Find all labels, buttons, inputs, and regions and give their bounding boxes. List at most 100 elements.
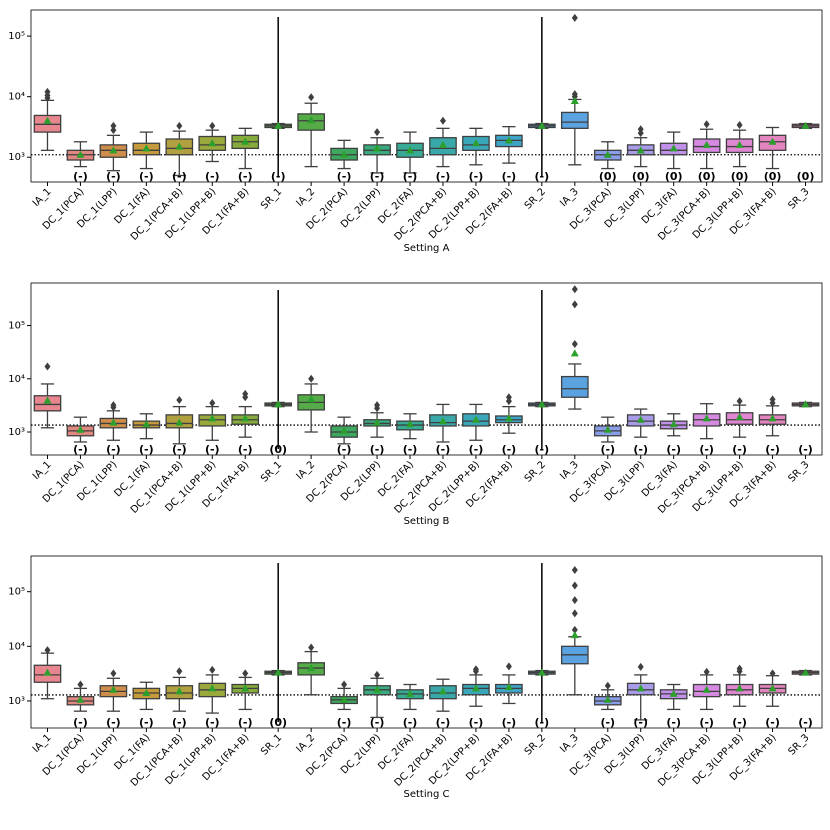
annotation: (-) — [600, 716, 615, 729]
mean-marker — [307, 116, 316, 124]
mean-marker — [208, 414, 217, 422]
mean-marker — [636, 415, 645, 423]
annotation: (-) — [699, 443, 714, 456]
outlier — [571, 340, 578, 349]
x-tick-label: IA_2 — [295, 186, 318, 209]
x-tick-label: IA_2 — [295, 732, 318, 755]
mean-marker — [274, 121, 283, 129]
annotation: (-) — [699, 716, 714, 729]
outlier — [472, 665, 479, 674]
outlier — [209, 399, 216, 408]
outlier — [703, 667, 710, 676]
annotation: (-) — [403, 170, 418, 183]
x-tick-label: SR_1 — [259, 186, 284, 211]
outlier — [769, 669, 776, 678]
mean-marker — [406, 689, 415, 697]
mean-marker — [570, 631, 579, 639]
mean-marker — [636, 146, 645, 154]
annotation: (-) — [370, 170, 385, 183]
mean-marker — [768, 137, 777, 145]
outlier — [110, 401, 117, 410]
outlier — [209, 121, 216, 130]
outlier — [571, 609, 578, 618]
outlier — [44, 362, 51, 371]
annotation: (-) — [205, 443, 220, 456]
annotation: (-) — [502, 443, 517, 456]
y-tick-label: 10⁴ — [8, 374, 25, 385]
outlier — [110, 669, 117, 678]
annotation: (0) — [599, 170, 617, 183]
mean-marker — [669, 689, 678, 697]
outlier — [44, 646, 51, 655]
mean-marker — [669, 144, 678, 152]
y-tick-label: 10⁵ — [8, 31, 25, 42]
mean-marker — [109, 685, 118, 693]
mean-marker — [603, 425, 612, 433]
y-tick-label: 10⁵ — [8, 587, 25, 598]
outlier — [242, 669, 249, 678]
outlier — [703, 120, 710, 129]
annotation: (-) — [238, 170, 253, 183]
outlier — [736, 121, 743, 130]
panel: 10³10⁴10⁵IA_1(-)DC_1(PCA)(-)DC_1(LPP)(-)… — [8, 282, 823, 527]
mean-marker — [603, 695, 612, 703]
x-tick-label: IA_3 — [558, 186, 581, 209]
annotation: (-) — [436, 716, 451, 729]
outlier — [77, 680, 84, 689]
x-tick-label: SR_3 — [786, 459, 811, 484]
mean-marker — [175, 687, 184, 695]
annotation: (0) — [731, 170, 749, 183]
y-tick-label: 10⁴ — [8, 92, 25, 103]
annotation: (-) — [370, 443, 385, 456]
outlier — [242, 389, 249, 398]
mean-marker — [504, 136, 513, 144]
outlier — [374, 128, 381, 137]
mean-marker — [735, 413, 744, 421]
mean-marker — [307, 664, 316, 672]
mean-marker — [471, 684, 480, 692]
mean-marker — [537, 400, 546, 408]
outlier — [769, 395, 776, 404]
outlier — [571, 300, 578, 309]
annotation: (-) — [403, 716, 418, 729]
y-tick-label: 10³ — [8, 152, 25, 163]
annotation: (-) — [436, 170, 451, 183]
annotation: (-) — [732, 716, 747, 729]
annotation: (-) — [205, 716, 220, 729]
annotation: (-) — [666, 716, 681, 729]
mean-marker — [438, 687, 447, 695]
mean-marker — [801, 400, 810, 408]
annotation: (-) — [633, 443, 648, 456]
outlier — [604, 681, 611, 690]
x-tick-label: IA_1 — [31, 459, 54, 482]
annotation: (-) — [205, 170, 220, 183]
annotation: (-) — [139, 443, 154, 456]
annotation: (-) — [73, 716, 88, 729]
mean-marker — [109, 146, 118, 154]
x-tick-label: IA_2 — [295, 459, 318, 482]
mean-marker — [406, 420, 415, 428]
mean-marker — [208, 139, 217, 147]
x-tick-label: IA_3 — [558, 459, 581, 482]
outlier — [505, 393, 512, 402]
mean-marker — [801, 668, 810, 676]
annotation: (0) — [269, 716, 287, 729]
mean-marker — [537, 668, 546, 676]
x-axis-label: Setting C — [404, 789, 450, 800]
mean-marker — [438, 140, 447, 148]
outlier — [44, 87, 51, 96]
annotation: (-) — [172, 443, 187, 456]
mean-marker — [471, 139, 480, 147]
y-tick-label: 10³ — [8, 427, 25, 438]
outlier — [637, 125, 644, 134]
x-tick-label: SR_2 — [523, 732, 548, 757]
annotation: (-) — [798, 443, 813, 456]
plot-frame — [30, 9, 823, 183]
outlier — [110, 121, 117, 130]
mean-marker — [471, 415, 480, 423]
annotation: (-) — [172, 716, 187, 729]
mean-marker — [340, 695, 349, 703]
mean-marker — [175, 142, 184, 150]
mean-marker — [340, 426, 349, 434]
mean-marker — [735, 140, 744, 148]
